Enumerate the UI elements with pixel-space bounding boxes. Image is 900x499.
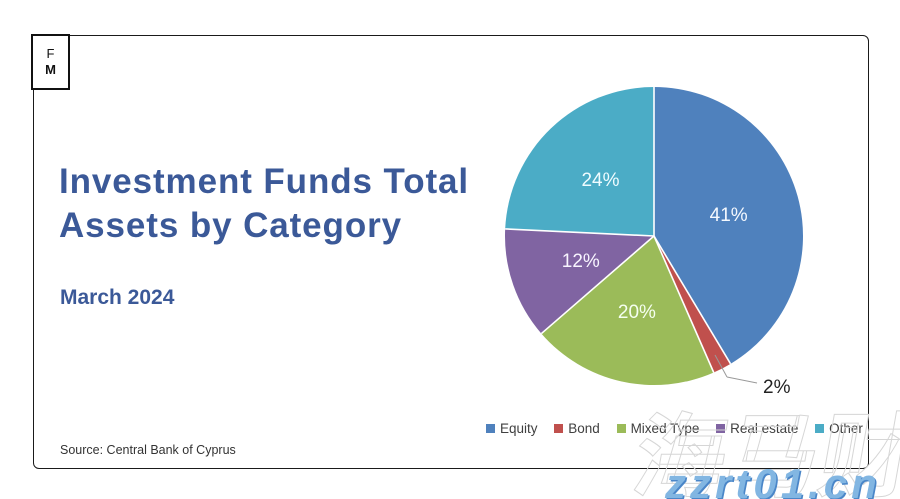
- svg-text:12%: 12%: [562, 251, 600, 272]
- svg-text:24%: 24%: [581, 170, 619, 191]
- svg-text:20%: 20%: [618, 302, 656, 323]
- svg-text:41%: 41%: [710, 205, 748, 226]
